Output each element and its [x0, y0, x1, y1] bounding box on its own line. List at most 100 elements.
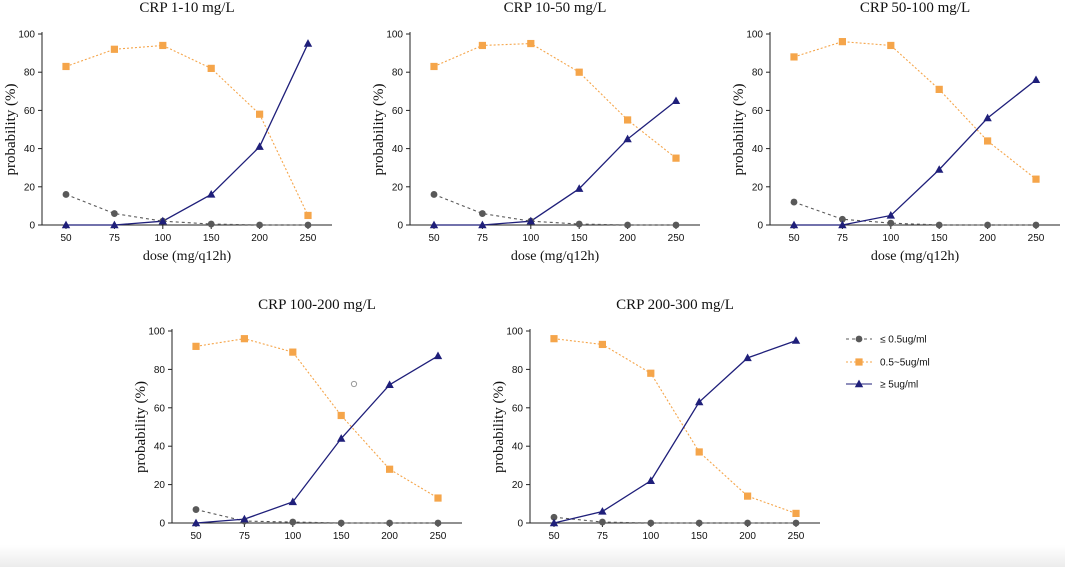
x-tick-label: 100	[522, 233, 539, 244]
y-tick-label: 60	[24, 106, 36, 117]
data-point-high	[1031, 75, 1041, 84]
data-point-mid	[575, 68, 583, 76]
data-point-high	[526, 216, 535, 225]
data-point-low	[599, 518, 606, 526]
data-point-low	[887, 219, 895, 227]
data-point-high	[791, 336, 801, 344]
data-point-low	[207, 220, 215, 228]
x-tick-label: 75	[239, 531, 251, 542]
data-point-mid	[672, 154, 680, 162]
x-axis-label: dose (mg/q12h)	[143, 249, 232, 264]
data-point-low	[790, 198, 798, 206]
series-line-mid	[793, 41, 1037, 180]
series-line-low	[793, 201, 1036, 226]
x-tick-label: 50	[60, 233, 72, 244]
chart-panel-4: CRP 100-200 mg/L 0 20 40 60 80 100 50 75 100 150 20…	[133, 297, 462, 562]
data-point-mid	[337, 411, 345, 420]
series-line-mid	[65, 44, 309, 216]
data-point-low	[434, 519, 442, 527]
y-tick-label: 60	[392, 106, 404, 117]
data-point-mid	[792, 509, 800, 517]
data-point-low	[62, 191, 70, 198]
data-point-low	[256, 221, 263, 229]
data-point-high	[433, 351, 443, 360]
x-tick-label: 50	[788, 233, 800, 244]
data-point-high	[385, 380, 394, 388]
chart-title: CRP 1-10 mg/L	[139, 0, 234, 16]
x-tick-label: 200	[739, 531, 756, 542]
y-tick-label: 80	[512, 365, 524, 376]
data-point-mid	[935, 85, 943, 93]
data-point-mid	[240, 335, 248, 343]
series-line-low	[433, 193, 676, 226]
data-point-mid	[110, 45, 118, 53]
x-tick-label: 75	[109, 233, 121, 244]
data-point-low	[1032, 221, 1040, 229]
data-point-mid	[527, 39, 535, 48]
x-tick-label: 50	[428, 233, 440, 244]
data-point-low	[744, 519, 751, 527]
data-point-high	[646, 476, 655, 484]
chart-title: CRP 200-300 mg/L	[616, 297, 734, 313]
data-point-high	[478, 220, 487, 229]
y-tick-label: 80	[24, 68, 36, 79]
data-point-high	[207, 190, 216, 198]
data-point-low	[550, 513, 558, 521]
data-point-mid	[159, 41, 167, 50]
data-point-low	[289, 518, 297, 526]
data-point-high	[886, 211, 895, 219]
x-tick-label: 150	[571, 233, 588, 244]
series-line-mid	[553, 338, 797, 514]
y-tick-label: 0	[757, 221, 763, 232]
data-point-mid	[695, 448, 703, 456]
series-line-high	[66, 43, 309, 226]
y-tick-label: 80	[392, 68, 404, 79]
series-line-high	[434, 100, 677, 226]
data-point-mid	[838, 38, 846, 46]
y-tick-label: 40	[752, 144, 764, 155]
data-point-low	[695, 519, 703, 527]
x-tick-label: 75	[597, 531, 609, 542]
x-tick-label: 250	[1028, 233, 1045, 244]
data-point-high	[598, 507, 607, 515]
y-axis-label: probability (%)	[133, 381, 149, 473]
data-point-high	[743, 353, 752, 362]
data-point-mid	[647, 369, 655, 377]
y-tick-label: 80	[752, 68, 764, 79]
series-line-mid	[433, 42, 677, 159]
data-point-low	[647, 519, 655, 527]
chart-title: CRP 10-50 mg/L	[504, 0, 607, 16]
y-tick-label: 20	[392, 182, 404, 193]
x-tick-label: 75	[477, 233, 489, 244]
data-point-high	[695, 397, 704, 406]
y-tick-label: 20	[154, 480, 166, 491]
data-point-mid	[790, 53, 798, 61]
y-tick-label: 40	[392, 144, 404, 155]
data-point-mid	[62, 62, 70, 71]
data-point-mid	[304, 211, 312, 220]
data-point-low	[192, 506, 200, 513]
data-point-high	[575, 184, 584, 192]
data-point-high	[549, 518, 559, 527]
stray-marker	[350, 380, 358, 388]
series-line-low	[195, 509, 438, 524]
data-point-low	[575, 220, 583, 228]
data-point-mid	[289, 348, 297, 356]
data-point-mid	[744, 492, 752, 500]
legend-label-low: ≤ 0.5ug/ml	[880, 335, 927, 346]
x-tick-label: 250	[300, 233, 317, 244]
y-tick-label: 0	[159, 519, 165, 530]
y-tick-label: 100	[746, 30, 763, 41]
y-axis-label: probability (%)	[491, 381, 507, 473]
data-point-low	[792, 519, 800, 527]
data-point-high	[429, 220, 439, 229]
series-line-low	[553, 516, 796, 524]
x-tick-label: 250	[430, 531, 447, 542]
data-point-mid	[430, 62, 438, 71]
x-tick-label: 250	[668, 233, 685, 244]
x-tick-label: 75	[837, 233, 849, 244]
data-point-low	[479, 210, 486, 217]
y-tick-label: 60	[752, 106, 764, 117]
data-point-low	[337, 519, 345, 527]
x-tick-label: 150	[203, 233, 220, 244]
